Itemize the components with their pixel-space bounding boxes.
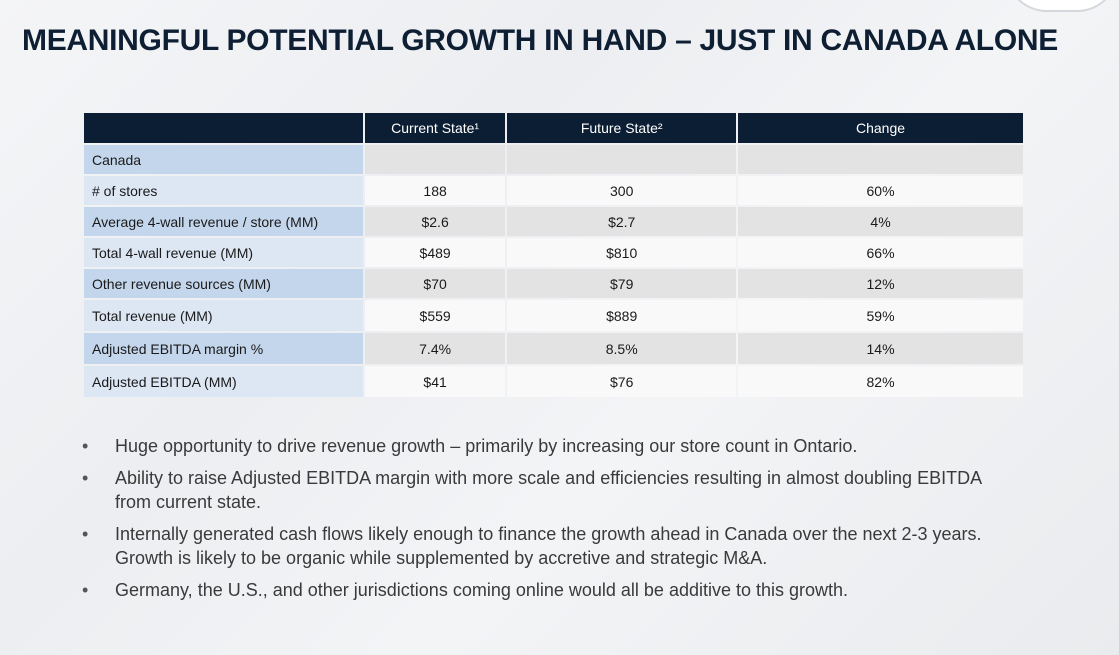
bullet-item: • Ability to raise Adjusted EBITDA margi… [82, 466, 1002, 514]
bullet-text: Internally generated cash flows likely e… [115, 524, 982, 568]
change-value: 14% [738, 333, 1023, 364]
future-value [507, 145, 737, 174]
change-value: 4% [738, 207, 1023, 236]
current-value: $70 [364, 269, 506, 298]
row-label: Other revenue sources (MM) [84, 269, 363, 298]
table-row: Canada [84, 145, 1023, 174]
bullet-dot-icon: • [82, 468, 89, 488]
header-future-state: Future State² [507, 113, 737, 143]
table-row: Adjusted EBITDA (MM) $41 $76 82% [84, 366, 1023, 397]
table-row: Average 4-wall revenue / store (MM) $2.6… [84, 207, 1023, 236]
change-value [738, 145, 1023, 174]
current-value: $489 [364, 238, 506, 267]
future-value: $810 [507, 238, 737, 267]
future-value: 300 [507, 176, 737, 205]
table-header-row: Current State¹ Future State² Change [84, 113, 1023, 143]
bullet-item: • Internally generated cash flows likely… [82, 522, 1002, 570]
header-current-state: Current State¹ [364, 113, 506, 143]
current-value: $559 [364, 300, 506, 331]
row-label: Average 4-wall revenue / store (MM) [84, 207, 363, 236]
row-label: Total revenue (MM) [84, 300, 363, 331]
table-row: Total 4-wall revenue (MM) $489 $810 66% [84, 238, 1023, 267]
bullet-item: • Huge opportunity to drive revenue grow… [82, 434, 1002, 458]
change-value: 12% [738, 269, 1023, 298]
row-label: Total 4-wall revenue (MM) [84, 238, 363, 267]
bullet-dot-icon: • [82, 436, 89, 456]
table-row: # of stores 188 300 60% [84, 176, 1023, 205]
future-value: $79 [507, 269, 737, 298]
current-value: $41 [364, 366, 506, 397]
bullet-text: Ability to raise Adjusted EBITDA margin … [115, 468, 982, 512]
table-row: Other revenue sources (MM) $70 $79 12% [84, 269, 1023, 298]
future-value: 8.5% [507, 333, 737, 364]
bullet-text: Huge opportunity to drive revenue growth… [115, 436, 858, 456]
bullet-item: • Germany, the U.S., and other jurisdict… [82, 578, 1002, 602]
table-row: Adjusted EBITDA margin % 7.4% 8.5% 14% [84, 333, 1023, 364]
header-change: Change [738, 113, 1023, 143]
row-label: Adjusted EBITDA margin % [84, 333, 363, 364]
row-label: Adjusted EBITDA (MM) [84, 366, 363, 397]
page-title: MEANINGFUL POTENTIAL GROWTH IN HAND – JU… [22, 24, 1058, 57]
change-value: 66% [738, 238, 1023, 267]
current-value: $2.6 [364, 207, 506, 236]
bullet-text: Germany, the U.S., and other jurisdictio… [115, 580, 849, 600]
future-value: $76 [507, 366, 737, 397]
current-value: 188 [364, 176, 506, 205]
header-corner [84, 113, 363, 143]
table-row: Total revenue (MM) $559 $889 59% [84, 300, 1023, 331]
bullet-dot-icon: • [82, 580, 89, 600]
current-value: 7.4% [364, 333, 506, 364]
future-value: $2.7 [507, 207, 737, 236]
future-value: $889 [507, 300, 737, 331]
corner-decoration [1005, 0, 1119, 12]
growth-table: Current State¹ Future State² Change Cana… [82, 111, 1025, 399]
row-label: Canada [84, 145, 363, 174]
current-value [364, 145, 506, 174]
change-value: 82% [738, 366, 1023, 397]
change-value: 60% [738, 176, 1023, 205]
bullet-list: • Huge opportunity to drive revenue grow… [82, 434, 1002, 610]
change-value: 59% [738, 300, 1023, 331]
bullet-dot-icon: • [82, 524, 89, 544]
row-label: # of stores [84, 176, 363, 205]
